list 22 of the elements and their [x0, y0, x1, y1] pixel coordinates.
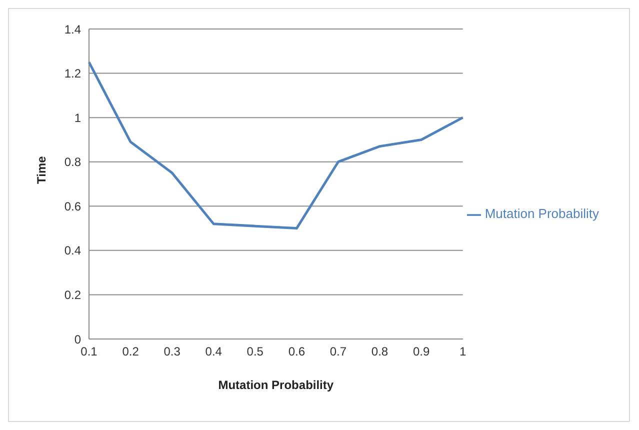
x-tick-label: 0.6: [288, 344, 306, 359]
x-axis-title: Mutation Probability: [218, 378, 334, 392]
x-tick-label: 0.1: [80, 344, 98, 359]
y-tick-label: 0.4: [64, 244, 82, 258]
y-tick-label: 0.2: [64, 288, 82, 302]
x-tick-label: 0.7: [330, 344, 347, 359]
y-tick-label: 1.4: [64, 22, 82, 36]
legend-label: Mutation Probability: [484, 206, 599, 222]
x-tick-label: 0.5: [246, 344, 264, 359]
x-tick-label: 0.4: [205, 344, 222, 359]
x-tick-label: 1: [459, 344, 466, 359]
y-tick-label: 0.8: [64, 155, 82, 170]
x-tick-label: 0.2: [122, 344, 140, 359]
y-tick-label: 1: [74, 110, 82, 125]
y-axis-title: Time: [34, 156, 48, 184]
y-tick-label: 1.2: [64, 66, 82, 81]
x-tick-label: 0.8: [371, 344, 388, 359]
line-series: [88, 60, 464, 230]
x-tick-label: 0.3: [164, 344, 181, 359]
y-tick-label: 0.6: [64, 199, 82, 214]
x-tick-label: 0.9: [412, 344, 430, 359]
y-tick-label: 0: [74, 332, 82, 346]
